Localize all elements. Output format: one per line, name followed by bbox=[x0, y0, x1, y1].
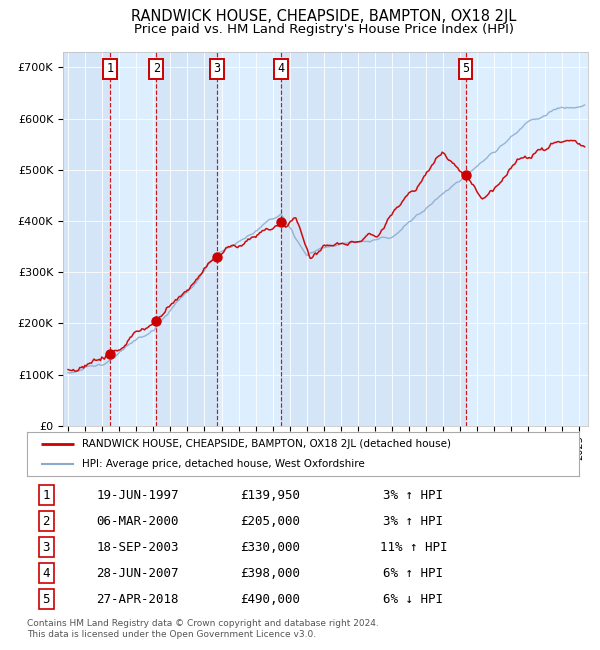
Text: 06-MAR-2000: 06-MAR-2000 bbox=[96, 515, 179, 528]
Text: 1: 1 bbox=[107, 62, 114, 75]
Text: 6% ↑ HPI: 6% ↑ HPI bbox=[383, 567, 443, 580]
Text: £205,000: £205,000 bbox=[240, 515, 300, 528]
Text: 6% ↓ HPI: 6% ↓ HPI bbox=[383, 593, 443, 606]
Text: RANDWICK HOUSE, CHEAPSIDE, BAMPTON, OX18 2JL: RANDWICK HOUSE, CHEAPSIDE, BAMPTON, OX18… bbox=[131, 8, 517, 24]
Bar bbox=[63, 52, 110, 426]
Text: 19-JUN-1997: 19-JUN-1997 bbox=[96, 489, 179, 502]
Text: 3% ↑ HPI: 3% ↑ HPI bbox=[383, 489, 443, 502]
Text: £490,000: £490,000 bbox=[240, 593, 300, 606]
Text: 4: 4 bbox=[277, 62, 284, 75]
Text: HPI: Average price, detached house, West Oxfordshire: HPI: Average price, detached house, West… bbox=[82, 459, 365, 469]
Text: 3: 3 bbox=[213, 62, 220, 75]
Text: 27-APR-2018: 27-APR-2018 bbox=[96, 593, 179, 606]
Bar bbox=[156, 52, 217, 426]
Text: £398,000: £398,000 bbox=[240, 567, 300, 580]
Text: 5: 5 bbox=[462, 62, 469, 75]
Text: £330,000: £330,000 bbox=[240, 541, 300, 554]
Text: 3: 3 bbox=[43, 541, 50, 554]
Text: Price paid vs. HM Land Registry's House Price Index (HPI): Price paid vs. HM Land Registry's House … bbox=[134, 23, 514, 36]
Text: 1: 1 bbox=[43, 489, 50, 502]
Text: 5: 5 bbox=[43, 593, 50, 606]
Text: 28-JUN-2007: 28-JUN-2007 bbox=[96, 567, 179, 580]
Text: 3% ↑ HPI: 3% ↑ HPI bbox=[383, 515, 443, 528]
Text: 4: 4 bbox=[43, 567, 50, 580]
Text: 18-SEP-2003: 18-SEP-2003 bbox=[96, 541, 179, 554]
Text: Contains HM Land Registry data © Crown copyright and database right 2024.
This d: Contains HM Land Registry data © Crown c… bbox=[27, 619, 379, 639]
Bar bbox=[281, 52, 466, 426]
Text: £139,950: £139,950 bbox=[240, 489, 300, 502]
Text: RANDWICK HOUSE, CHEAPSIDE, BAMPTON, OX18 2JL (detached house): RANDWICK HOUSE, CHEAPSIDE, BAMPTON, OX18… bbox=[82, 439, 451, 448]
Text: 2: 2 bbox=[152, 62, 160, 75]
Text: 11% ↑ HPI: 11% ↑ HPI bbox=[380, 541, 447, 554]
Text: 2: 2 bbox=[43, 515, 50, 528]
